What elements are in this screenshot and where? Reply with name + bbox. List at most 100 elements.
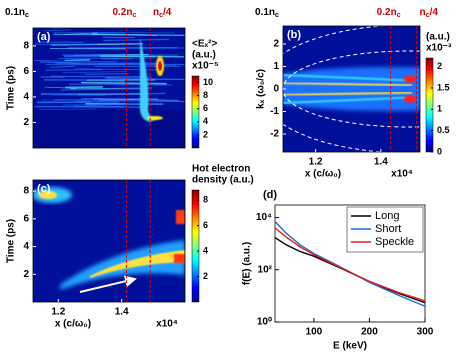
x-tick-label: 1.4	[115, 307, 129, 318]
colorbar-tick-label: 0.5	[437, 125, 450, 135]
y-tick-label: 1	[273, 61, 279, 72]
heatmap-streak	[50, 65, 76, 69]
colorbar-tick-label: 4	[203, 116, 208, 126]
heatmap-hotspot	[404, 75, 416, 83]
heatmap-band	[283, 67, 420, 111]
panel-label: (a)	[37, 31, 51, 43]
heatmap-streak	[41, 99, 90, 102]
data-line	[274, 227, 426, 302]
heatmap-streak	[91, 31, 175, 34]
heatmap-streak	[65, 86, 104, 89]
x-axis-label: x (c/ω₀)	[305, 169, 341, 180]
legend-label: Short	[375, 223, 401, 235]
heatmap-streak	[38, 108, 96, 110]
heatmap-hotspot	[174, 254, 185, 263]
colorbar-title: (a.u.)	[426, 32, 450, 43]
y-axis-label: Time (ps)	[6, 66, 17, 110]
x-axis-label: x (c/ω₀)	[55, 319, 91, 330]
heatmap-streak	[52, 33, 158, 36]
plot-frame	[32, 27, 186, 149]
heatmap-streak	[43, 29, 71, 32]
heatmap-streak	[84, 72, 129, 75]
data-line	[274, 236, 426, 304]
heatmap-streak	[81, 81, 167, 85]
heatmap-feature	[39, 191, 57, 199]
x-tick-label: 200	[361, 327, 378, 338]
density-label: nc/4	[153, 7, 172, 19]
y-tick-label: 4	[23, 241, 29, 252]
heatmap-region	[33, 110, 185, 148]
arrow	[79, 275, 137, 293]
colorbar	[191, 75, 200, 149]
colorbar-tick-label: 1	[437, 104, 442, 114]
y-tick-label: 2	[273, 39, 279, 50]
x-tick-label: 100	[306, 327, 323, 338]
panel-label: (d)	[263, 189, 277, 201]
heatmap-streak	[60, 88, 149, 91]
colorbar-tick-label: 6	[203, 220, 208, 230]
data-line	[274, 221, 426, 307]
density-label: 0.1nc	[5, 7, 29, 19]
colorbar	[425, 57, 434, 153]
heatmap	[283, 26, 420, 152]
colorbar-title: <Eₓ²>	[192, 39, 218, 50]
heatmap-streak	[34, 60, 118, 63]
heatmap-streak	[51, 94, 106, 96]
heatmap-streak	[86, 104, 122, 106]
y-tick-label: -1	[270, 106, 279, 117]
heatmap-streak	[68, 83, 172, 86]
y-tick-label: 8	[23, 41, 29, 52]
density-label-sub: c	[159, 12, 163, 19]
density-label-main: 0.2n	[377, 7, 397, 18]
heatmap-streak	[283, 82, 413, 87]
heatmap-streak	[39, 61, 82, 64]
x-scale: x10⁴	[156, 319, 178, 330]
density-label-sub: c	[275, 12, 279, 19]
y-axis-label: f(E) (a.u.)	[242, 242, 253, 285]
density-label-sub: c	[397, 12, 401, 19]
colorbar-title: x10⁻⁵	[192, 61, 219, 72]
panel-label: (c)	[37, 183, 51, 195]
y-axis-label: Time (ps)	[6, 219, 17, 263]
y-tick-label: 10⁴	[256, 212, 272, 223]
x-tick-label: 1.2	[51, 307, 65, 318]
y-axis-label: kₓ (ω₀/c)	[256, 69, 267, 109]
x-tick-label: 1.2	[309, 157, 323, 168]
legend-label: Long	[375, 210, 399, 222]
density-label: 0.1nc	[255, 7, 279, 19]
colorbar-title: x10⁻³	[426, 43, 452, 54]
legend-label: Speckle	[375, 236, 414, 248]
colorbar-tick-label: 10	[203, 77, 213, 87]
density-label: 0.2nc	[377, 7, 401, 19]
y-tick-label: 2	[23, 117, 29, 128]
colorbar-tick-label: 8	[203, 90, 208, 100]
heatmap-streak	[74, 105, 148, 108]
heatmap-streak	[45, 93, 72, 96]
colorbar-tick-label: 8	[203, 195, 208, 205]
density-label: nc/4	[420, 7, 439, 19]
colorbar-tick-label: 2	[203, 271, 208, 281]
heatmap-streak	[103, 38, 170, 42]
x-tick-label: 1.4	[374, 157, 388, 168]
density-label-main: 0.2n	[112, 7, 132, 18]
x-scale: x10⁴	[391, 169, 413, 180]
y-tick-label: 4	[23, 92, 29, 103]
y-tick-label: 2	[23, 269, 29, 280]
heatmap-streak	[106, 77, 185, 81]
heatmap-streak	[102, 36, 135, 38]
density-label-sub: c	[132, 12, 136, 19]
density-label-main: n	[153, 7, 159, 18]
density-label-sub: c	[426, 12, 430, 19]
y-tick-label: 6	[23, 213, 29, 224]
density-label: 0.2nc	[112, 7, 136, 19]
colorbar	[191, 189, 200, 303]
heatmap-streak	[45, 69, 103, 71]
heatmap-hotspot	[176, 210, 185, 224]
heatmap-hotspot	[158, 61, 162, 71]
panel-label: (b)	[287, 29, 301, 41]
density-label-main: 0.1n	[255, 7, 275, 18]
heatmap-streak	[283, 74, 413, 82]
heatmap	[33, 28, 185, 148]
x-tick-label: 300	[417, 327, 434, 338]
